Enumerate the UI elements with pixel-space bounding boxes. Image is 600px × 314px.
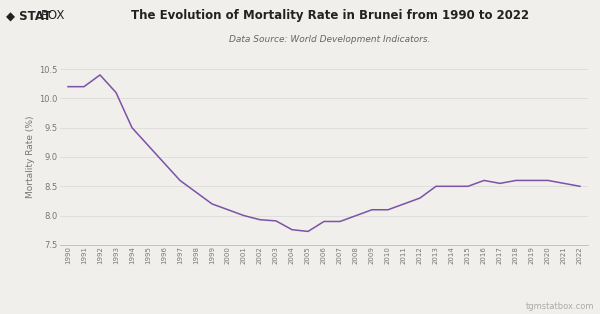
Text: The Evolution of Mortality Rate in Brunei from 1990 to 2022: The Evolution of Mortality Rate in Brune… bbox=[131, 9, 529, 22]
Text: tgmstatbox.com: tgmstatbox.com bbox=[526, 302, 594, 311]
Text: ◆ STAT: ◆ STAT bbox=[6, 9, 51, 22]
Text: Data Source: World Development Indicators.: Data Source: World Development Indicator… bbox=[229, 35, 431, 44]
Text: BOX: BOX bbox=[41, 9, 65, 22]
Y-axis label: Mortality Rate (%): Mortality Rate (%) bbox=[26, 116, 35, 198]
